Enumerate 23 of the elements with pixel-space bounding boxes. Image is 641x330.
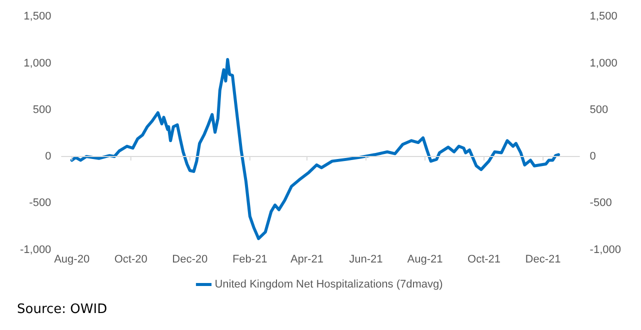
x-tick-label: Feb-21 — [232, 253, 268, 266]
x-tick-label: Jun-21 — [349, 253, 383, 266]
y-tick-label: 0 — [45, 150, 52, 163]
x-tick-label: Oct-20 — [114, 253, 148, 266]
y-tick-label: -1,000 — [20, 244, 52, 256]
y2-tick-label: -500 — [590, 197, 612, 210]
y-tick-label: -500 — [29, 197, 52, 210]
y2-tick-label: 500 — [590, 104, 608, 116]
y2-tick-label: 1,500 — [590, 10, 618, 23]
x-tick-label: Aug-21 — [407, 253, 443, 266]
y-tick-label: 1,500 — [24, 10, 52, 23]
y-tick-label: 500 — [32, 104, 52, 116]
x-tick-label: Dec-21 — [525, 253, 561, 266]
source-note: Source: OWID — [17, 302, 108, 317]
x-tick-label: Oct-21 — [468, 253, 501, 266]
y2-tick-label: -1,000 — [590, 244, 622, 256]
legend-label: United Kingdom Net Hospitalizations (7dmavg) — [214, 278, 443, 291]
x-tick-label: Apr-21 — [290, 253, 324, 266]
y2-tick-label: 1,000 — [590, 57, 618, 70]
x-tick-label: Aug-20 — [54, 253, 90, 266]
y-tick-label: 1,000 — [24, 57, 52, 70]
y2-tick-label: 0 — [590, 150, 596, 163]
x-tick-label: Dec-20 — [172, 253, 208, 266]
